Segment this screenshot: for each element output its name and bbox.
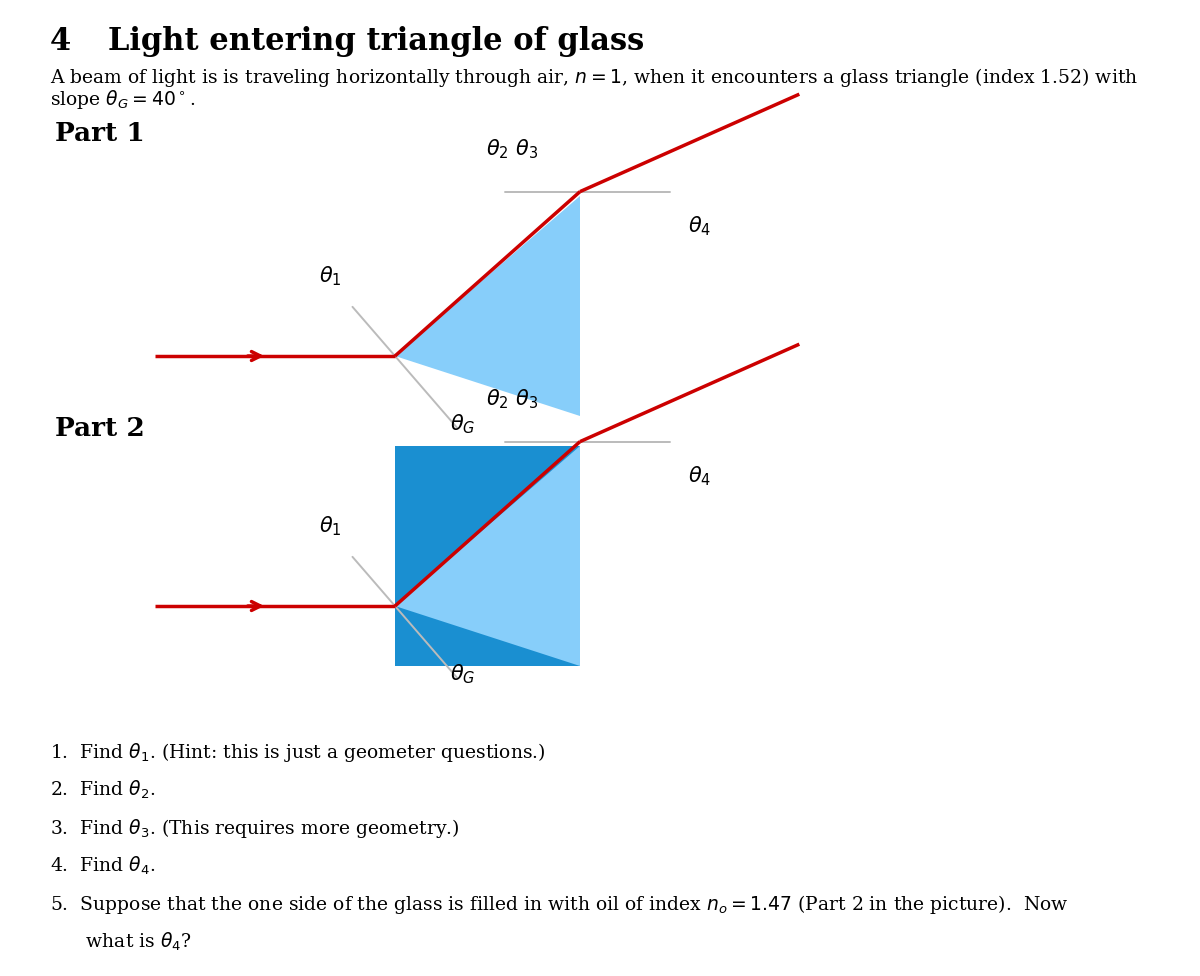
Text: $\theta_2\ \theta_3$: $\theta_2\ \theta_3$: [486, 138, 538, 161]
Text: Part 2: Part 2: [55, 416, 145, 441]
Text: $\theta_2\ \theta_3$: $\theta_2\ \theta_3$: [486, 387, 538, 412]
Text: A beam of light is is traveling horizontally through air, $n = 1$, when it encou: A beam of light is is traveling horizont…: [50, 66, 1138, 89]
Text: Part 1: Part 1: [55, 121, 145, 146]
Text: $\theta_4$: $\theta_4$: [689, 215, 712, 238]
Text: 4: 4: [50, 26, 71, 57]
Polygon shape: [395, 446, 580, 666]
Text: $\theta_1$: $\theta_1$: [319, 264, 341, 288]
Text: 5.  Suppose that the one side of the glass is filled in with oil of index $n_o =: 5. Suppose that the one side of the glas…: [50, 893, 1068, 916]
Text: $\theta_1$: $\theta_1$: [319, 514, 341, 538]
Text: 2.  Find $\theta_2$.: 2. Find $\theta_2$.: [50, 779, 155, 801]
Text: 4.  Find $\theta_4$.: 4. Find $\theta_4$.: [50, 855, 155, 877]
Text: 3.  Find $\theta_3$. (This requires more geometry.): 3. Find $\theta_3$. (This requires more …: [50, 817, 460, 840]
Text: $\theta_G$: $\theta_G$: [450, 662, 475, 686]
Text: Light entering triangle of glass: Light entering triangle of glass: [108, 26, 644, 57]
Text: slope $\theta_G = 40^\circ$.: slope $\theta_G = 40^\circ$.: [50, 88, 196, 111]
Text: what is $\theta_4$?: what is $\theta_4$?: [50, 931, 192, 954]
Polygon shape: [395, 446, 580, 666]
Text: $\theta_G$: $\theta_G$: [450, 412, 475, 436]
Polygon shape: [395, 196, 580, 416]
Text: $\theta_4$: $\theta_4$: [689, 465, 712, 488]
Text: 1.  Find $\theta_1$. (Hint: this is just a geometer questions.): 1. Find $\theta_1$. (Hint: this is just …: [50, 741, 546, 764]
